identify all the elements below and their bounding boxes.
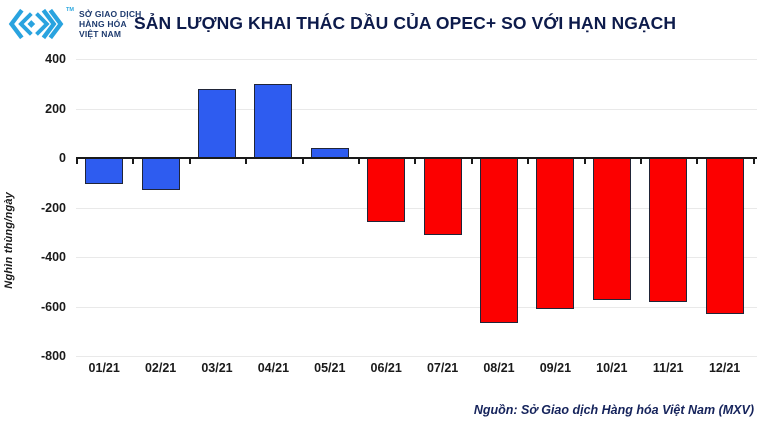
gridline-200 [76,108,757,110]
logo-org-line-3: VIỆT NAM [78,29,122,40]
y-tick-label--800: -800 [40,349,66,363]
x-axis-tick [132,159,135,164]
x-tick-label-07/21: 07/21 [426,361,459,375]
gridline--800 [76,356,757,357]
x-axis-line [76,156,757,160]
logo-org-name: SỞ GIAO DỊCH HÀNG HÓA VIỆT NAM [79,9,142,40]
x-tick-label-10/21: 10/21 [596,361,628,375]
diamond-icon [27,20,36,28]
x-axis-tick [470,159,473,164]
x-tick-label-05/21: 05/21 [314,361,346,375]
gridline--200 [76,207,757,209]
logo-org-line-1: SỞ GIAO DỊCH [78,9,142,19]
bar-10/21 [592,158,631,301]
bar-01/21 [85,158,124,184]
y-tick-label-200: 200 [45,101,66,116]
x-tick-label-08/21: 08/21 [483,361,515,375]
x-axis-tick [640,159,642,164]
y-tick-label--600: -600 [40,299,66,314]
y-tick-label--400: -400 [40,250,66,264]
x-axis-tick [527,159,530,164]
x-tick-label-01/21: 01/21 [88,361,120,375]
y-tick-label-0: 0 [59,151,66,165]
source-note: Nguồn: Sở Giao dịch Hàng hóa Việt Nam (M… [473,403,754,417]
x-axis-tick [752,159,755,164]
mxv-logo: TM SỞ GIAO DỊCH HÀNG HÓA VIỆT NAM [8,5,142,43]
x-axis-tick [583,159,586,164]
bar-08/21 [480,158,518,323]
x-axis-tick [188,159,191,164]
x-axis-tick [301,159,304,164]
bar-02/21 [141,158,180,191]
gridline-400 [76,59,757,60]
x-tick-label-11/21: 11/21 [652,361,684,375]
bar-09/21 [536,158,575,309]
page-title: SẢN LƯỢNG KHAI THÁC DẦU CỦA OPEC+ SO VỚI… [134,13,677,33]
bar-chart: Nghìn thùng/ngày 400 200 0 -200 -400 -600 -800… [0,50,770,385]
bar-03/21 [198,88,236,158]
gridline--400 [76,257,757,258]
trademark-mark: TM [66,7,74,13]
x-tick-label-12/21: 12/21 [708,361,741,375]
mxv-chevron-logo-icon [8,8,64,40]
x-axis-tick [696,159,699,164]
y-tick-label-400: 400 [45,52,66,66]
x-tick-label-09/21: 09/21 [539,361,572,375]
x-tick-label-02/21: 02/21 [144,361,177,375]
x-axis-tick [414,159,417,164]
bar-11/21 [649,158,688,302]
x-tick-label-06/21: 06/21 [370,361,402,375]
x-tick-label-04/21: 04/21 [257,361,290,375]
x-axis-tick [245,159,248,164]
x-axis-tick [358,159,360,164]
x-axis-tick [76,159,78,164]
bar-07/21 [423,158,462,235]
bar-04/21 [254,83,293,158]
bar-06/21 [367,158,406,223]
y-tick-label--200: -200 [40,200,66,215]
logo-org-line-2: HÀNG HÓA [78,19,127,30]
gridline--600 [76,306,757,308]
bar-12/21 [705,158,744,314]
x-tick-label-03/21: 03/21 [201,361,233,375]
